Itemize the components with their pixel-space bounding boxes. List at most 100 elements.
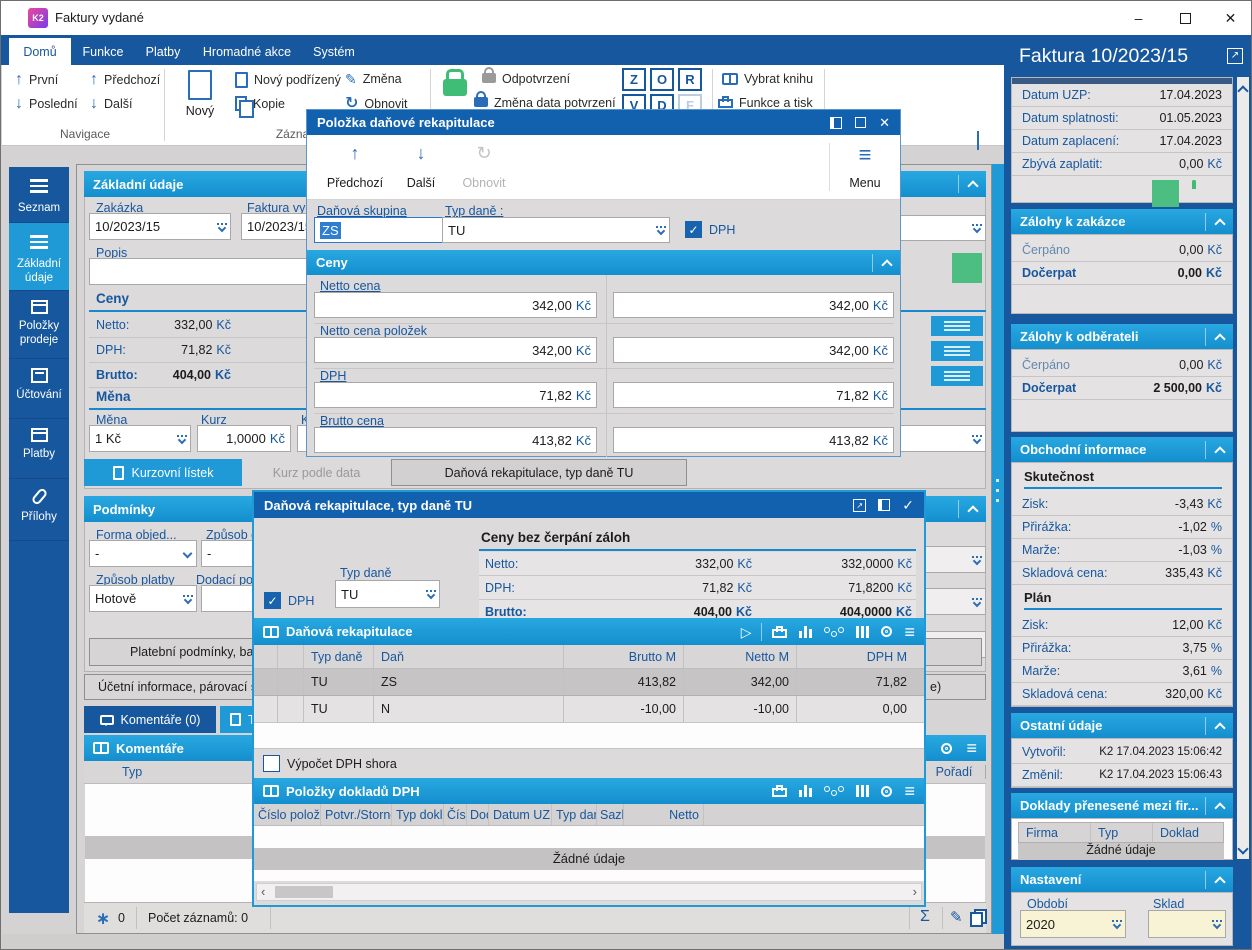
scroll-right-icon[interactable] (913, 885, 917, 898)
scroll-left-icon[interactable] (261, 885, 265, 898)
pin-icon[interactable] (830, 116, 843, 129)
dropdown-icon[interactable] (656, 226, 666, 236)
dph-checkbox[interactable] (264, 592, 281, 609)
dropdown-icon[interactable] (972, 224, 982, 234)
collapse-button[interactable] (1205, 212, 1226, 231)
popout-icon[interactable] (1227, 48, 1243, 64)
play-icon[interactable] (741, 625, 752, 639)
collapse-button[interactable] (1205, 440, 1226, 459)
col-typ[interactable]: Typ (1091, 823, 1153, 842)
gear-icon[interactable] (941, 742, 953, 754)
ribbon-copy-button[interactable]: Kopie (235, 96, 285, 118)
maximize-icon[interactable] (855, 117, 867, 128)
mena-field[interactable]: 1 Kč (89, 425, 191, 452)
dph-menu-button[interactable] (931, 341, 983, 361)
col-netto-m[interactable]: Netto M (684, 645, 797, 668)
dialog-titlebar[interactable]: Položka daňové rekapitulace (307, 110, 900, 135)
table-menu-icon[interactable] (904, 782, 915, 800)
col-typ-dane[interactable]: Typ daně (552, 804, 597, 825)
sidebar-item-platby[interactable]: Platby (9, 419, 69, 479)
letter-button-r[interactable]: R (678, 68, 702, 91)
zalohy-zakazka-header[interactable]: Zálohy k zakázce (1011, 209, 1233, 234)
letter-button-z[interactable]: Z (622, 68, 646, 91)
col-cislo[interactable]: Číslo (444, 804, 467, 825)
table-menu-icon[interactable] (966, 739, 977, 757)
ribbon-collapse-chevron[interactable] (977, 131, 979, 150)
confirm-icon[interactable] (902, 498, 914, 512)
ribbon-tab-platby[interactable]: Platby (135, 38, 191, 65)
sklad-field[interactable] (1148, 910, 1226, 938)
col-dod[interactable]: Dod (467, 804, 489, 825)
typ-dane-field[interactable]: TU (335, 580, 440, 608)
printer-icon[interactable] (772, 625, 788, 638)
dropdown-icon[interactable] (1112, 920, 1122, 930)
maximize-button[interactable] (1163, 1, 1208, 35)
sum-icon[interactable] (920, 909, 930, 925)
columns-icon[interactable] (856, 625, 870, 638)
obchodni-informace-header[interactable]: Obchodní informace (1011, 437, 1233, 462)
popout-icon[interactable] (853, 498, 867, 512)
collapse-button[interactable] (958, 500, 979, 518)
pin-icon[interactable] (878, 499, 891, 511)
brutto-cena-field[interactable]: 413,82 Kč (314, 427, 597, 453)
printer-icon[interactable] (772, 785, 788, 797)
ribbon-change-button[interactable]: Změna (345, 72, 402, 86)
collapse-button[interactable] (1205, 716, 1226, 735)
ribbon-tab-funkce[interactable]: Funkce (75, 38, 131, 65)
netto-cena-field[interactable]: 342,00 Kč (314, 292, 597, 318)
table1-row[interactable]: TU N -10,00 -10,00 0,00 (254, 696, 924, 723)
dropdown-icon[interactable] (972, 597, 982, 607)
obdobi-field[interactable]: 2020 (1020, 910, 1126, 938)
ribbon-first-button[interactable]: První (15, 72, 58, 88)
right-scrollbar[interactable] (1237, 77, 1249, 859)
netto-cena-field-2[interactable]: 342,00 Kč (613, 292, 894, 318)
ribbon-next-button[interactable]: Další (90, 96, 132, 112)
table-menu-icon[interactable] (904, 623, 915, 641)
danova-skupina-field[interactable]: ZS (314, 217, 460, 243)
columns-icon[interactable] (856, 785, 870, 797)
col-firma[interactable]: Firma (1019, 823, 1091, 842)
ribbon-refresh-button[interactable]: Obnovit (345, 96, 407, 112)
ribbon-unconfirm-button[interactable]: Odpotvrzení (482, 67, 570, 86)
col-datum-uzp[interactable]: Datum UZP (489, 804, 552, 825)
dropdown-icon[interactable] (1212, 920, 1222, 930)
chevron-down-icon[interactable] (182, 548, 193, 559)
typ-dane-field[interactable]: TU (442, 217, 670, 243)
ribbon-tab-hromadne-akce[interactable]: Hromadné akce (197, 38, 297, 65)
dropdown-icon[interactable] (183, 594, 193, 604)
col-dph-m[interactable]: DPH M (866, 649, 907, 664)
typ-column-header[interactable]: Typ (122, 765, 143, 779)
col-potvr-storno[interactable]: Potvr./Storno (321, 804, 392, 825)
col-typ-dane[interactable]: Typ daně (304, 645, 374, 668)
gear-icon[interactable] (881, 626, 893, 637)
vertical-splitter[interactable] (992, 164, 1004, 934)
netto-menu-button[interactable] (931, 316, 983, 336)
col-sazba[interactable]: Sazb (597, 804, 624, 825)
nastaveni-header[interactable]: Nastavení (1011, 867, 1233, 892)
ribbon-last-button[interactable]: Poslední (15, 96, 78, 112)
close-icon[interactable] (879, 116, 890, 129)
gear-icon[interactable] (881, 785, 893, 797)
close-button[interactable] (1208, 1, 1251, 35)
ribbon-change-date-button[interactable]: Změna data potvrzení (474, 91, 616, 110)
platba-field[interactable]: Hotově (89, 585, 197, 612)
forma-field[interactable]: - (89, 540, 197, 567)
ribbon-new-button[interactable]: Nový (178, 68, 222, 126)
zakazka-field[interactable]: 10/2023/15 (89, 213, 231, 240)
dropdown-icon[interactable] (972, 434, 982, 444)
netto-cena-polozek-field-2[interactable]: 342,00 Kč (613, 337, 894, 363)
dph-field[interactable]: 71,82 Kč (314, 382, 597, 408)
sidebar-item-uctovani[interactable]: Účtování (9, 359, 69, 419)
tab-komentare[interactable]: Komentáře (0) (84, 706, 216, 733)
kurzovni-listek-button[interactable]: Kurzovní lístek (84, 459, 242, 486)
sidebar-item-polozky-prodeje[interactable]: Položky prodeje (9, 291, 69, 359)
col-doklad[interactable]: Doklad (1160, 825, 1199, 840)
sidebar-item-zakladni-udaje[interactable]: Základní údaje (9, 223, 69, 291)
next-button[interactable]: Další (395, 141, 447, 193)
letter-button-o[interactable]: O (650, 68, 674, 91)
sidebar-item-seznam[interactable]: Seznam (9, 167, 69, 223)
collapse-button[interactable] (1205, 327, 1226, 346)
scroll-down-icon[interactable] (1237, 843, 1249, 855)
dropdown-icon[interactable] (217, 222, 227, 232)
chart-icon[interactable] (799, 625, 813, 638)
